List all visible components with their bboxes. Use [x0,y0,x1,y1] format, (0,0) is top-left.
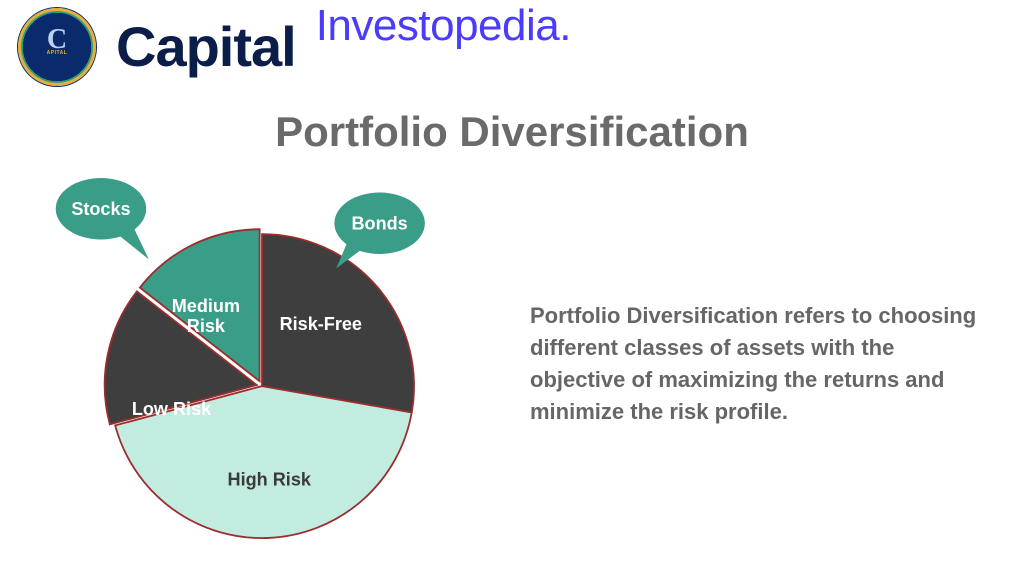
brand-word-2: Investopedia. [316,4,571,48]
slice-label-risk_free: Risk-Free [280,314,362,334]
description-text: Portfolio Diversification refers to choo… [530,300,984,428]
slice-label-medium_risk: Medium [172,296,240,316]
pie-chart: Risk-Free High Risk Low Risk MediumRisk Stoc… [72,178,452,558]
slice-label-low_risk: Low Risk [132,399,212,419]
callout-label: Bonds [351,214,407,234]
page-title: Portfolio Diversification [0,108,1024,156]
brand-logo-icon: C APITAL [18,8,96,86]
infographic-root: C APITAL Capital Investopedia. Portfolio… [0,0,1024,576]
callout-label: Stocks [71,199,130,219]
slice-label-high_risk: High Risk [228,470,312,490]
brand-header: C APITAL Capital Investopedia. [18,8,571,86]
logo-subtext: APITAL [47,50,68,56]
brand-word-1: Capital [116,19,296,75]
pie-svg: Risk-Free High Risk Low Risk MediumRisk Stoc… [72,178,452,558]
slice-label-medium_risk: Risk [187,316,226,336]
